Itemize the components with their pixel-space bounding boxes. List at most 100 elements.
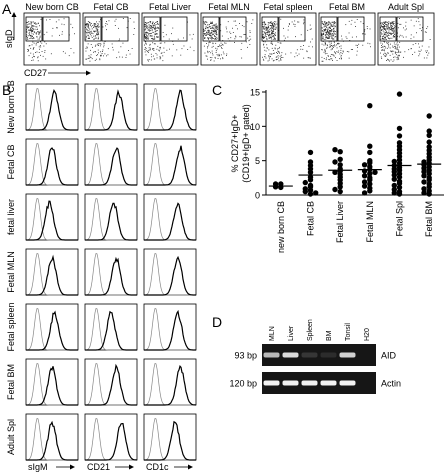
y-axis-label-line1: % CD27+IgD+: [230, 114, 240, 172]
data-point: [421, 173, 427, 179]
dot: [32, 53, 34, 55]
dot: [397, 32, 398, 34]
dot: [176, 49, 178, 51]
dot: [154, 23, 155, 24]
dot: [326, 53, 328, 54]
dot: [321, 30, 323, 31]
dot: [214, 36, 216, 37]
dot: [404, 51, 406, 53]
dot: [85, 24, 86, 25]
dot: [310, 41, 311, 43]
dot: [381, 24, 382, 26]
dot: [386, 42, 388, 43]
dot: [119, 38, 120, 40]
dot: [294, 25, 296, 27]
dot: [391, 37, 393, 39]
dot: [397, 57, 399, 59]
dot: [225, 26, 227, 28]
dot: [148, 24, 150, 26]
dot: [369, 43, 371, 45]
dot: [45, 43, 47, 45]
y-tick-label: 15: [250, 88, 260, 98]
dot: [34, 56, 35, 58]
dot: [204, 23, 206, 25]
dot: [349, 40, 351, 41]
dot: [144, 36, 146, 38]
dot: [269, 30, 271, 32]
dot: [369, 28, 371, 30]
data-point: [391, 172, 397, 178]
dot: [328, 38, 329, 39]
stain-curve: [26, 254, 78, 296]
category-label: Fetal Spl: [395, 201, 405, 237]
dot: [85, 27, 87, 28]
dot: [153, 38, 155, 40]
dot: [273, 28, 275, 30]
dot: [147, 27, 149, 29]
data-point: [307, 187, 314, 193]
dot: [392, 36, 394, 38]
dot: [324, 23, 326, 24]
band-size-label: 93 bp: [234, 351, 257, 361]
data-point: [367, 188, 373, 194]
dot: [221, 47, 222, 49]
dot: [72, 27, 74, 29]
dot: [96, 30, 98, 31]
dot: [392, 45, 394, 47]
dot: [97, 34, 99, 36]
dot: [166, 49, 168, 51]
dot: [89, 56, 91, 58]
dot: [96, 31, 98, 33]
dot: [264, 41, 266, 43]
dot: [282, 57, 284, 58]
data-point: [421, 186, 427, 192]
dot: [98, 21, 100, 23]
dot: [97, 23, 99, 25]
dot: [203, 45, 205, 47]
dot: [291, 21, 293, 23]
dot: [207, 50, 208, 52]
dot: [211, 46, 213, 48]
dot: [210, 33, 212, 35]
dot: [121, 56, 123, 58]
dot: [203, 33, 205, 34]
dot: [97, 30, 98, 32]
dot: [278, 60, 280, 62]
dot: [207, 47, 208, 49]
dot: [276, 56, 278, 58]
dot: [153, 58, 155, 60]
dot: [208, 38, 209, 39]
dot: [413, 36, 415, 38]
dot: [209, 34, 211, 35]
dot: [219, 54, 220, 56]
dot: [388, 34, 389, 36]
dot: [144, 24, 146, 26]
dot: [103, 42, 105, 44]
dot: [403, 56, 404, 58]
dot: [207, 32, 209, 33]
dot: [95, 44, 97, 46]
dot: [145, 41, 146, 42]
dot: [249, 30, 251, 32]
dot: [265, 28, 267, 30]
dot: [350, 23, 352, 25]
dot: [335, 57, 336, 59]
dot: [380, 47, 382, 48]
dot: [332, 38, 334, 40]
dot: [356, 19, 358, 20]
dot: [210, 21, 212, 23]
dot: [427, 26, 429, 28]
dot: [229, 31, 231, 33]
dot: [187, 21, 188, 23]
dot: [146, 23, 148, 24]
dot: [220, 42, 222, 44]
dot: [216, 26, 217, 28]
dot: [273, 31, 275, 33]
dot: [144, 29, 146, 31]
dot: [325, 34, 327, 36]
dot: [276, 52, 277, 53]
dot: [145, 28, 147, 30]
data-point: [426, 184, 432, 190]
dot-plot-frame: [200, 12, 258, 66]
dot: [97, 28, 98, 30]
